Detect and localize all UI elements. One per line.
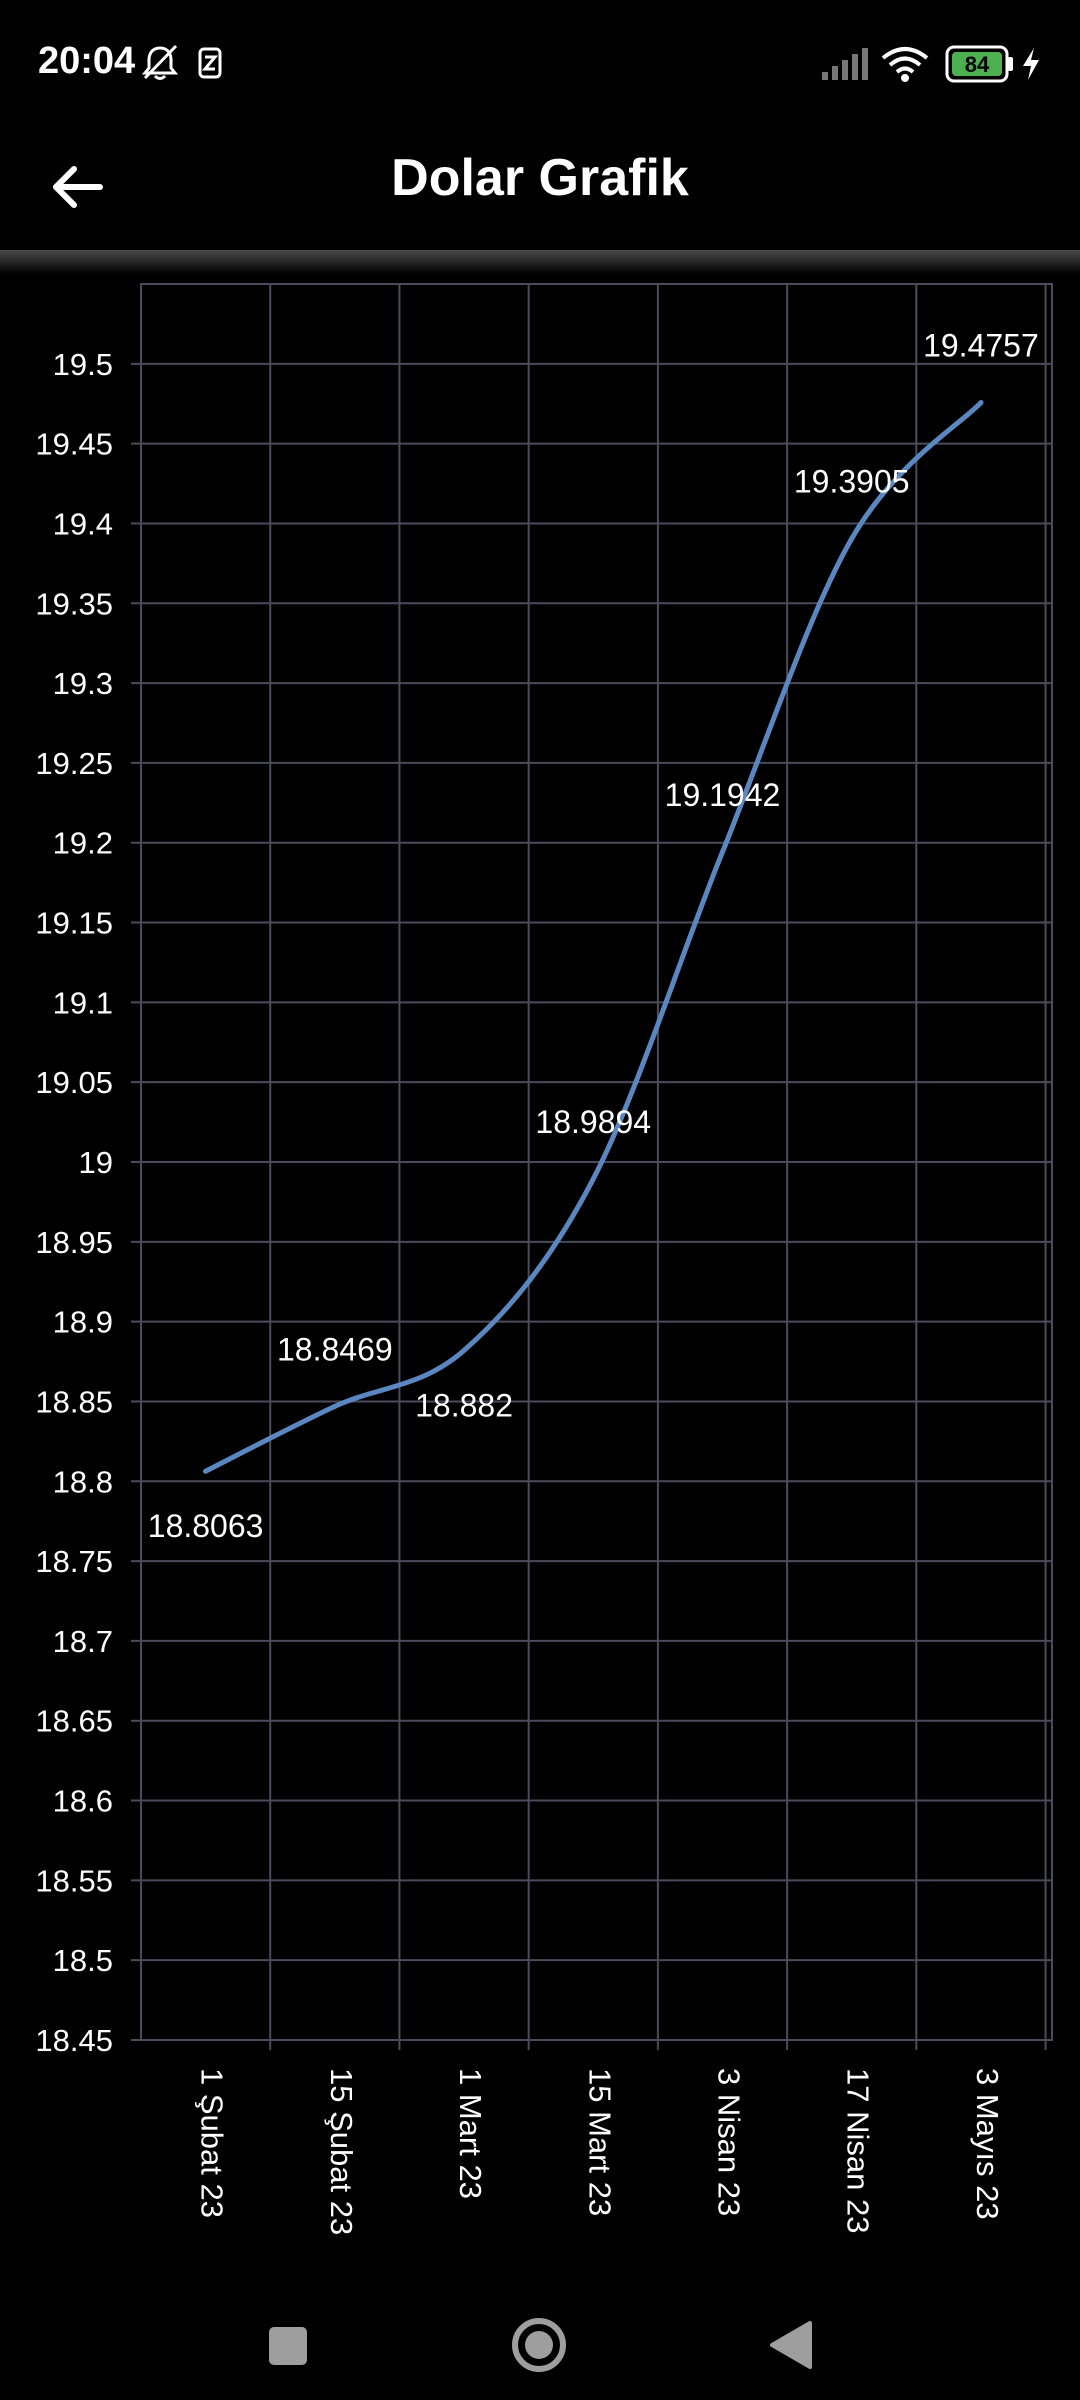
chart-ticks: 19.5 19.45 19.4 19.35 19.3 19.25 19.2 19.15 19.1… [35,347,1005,2235]
data-point [332,1403,338,1409]
x-tick-label: 3 Mayıs 23 [970,2068,1005,2220]
y-tick-label: 19.3 [53,666,113,701]
dollar-line-chart: 19.5 19.45 19.4 19.35 19.3 19.25 19.2 19.15 19.1… [35,283,1053,2235]
bell-off-icon [141,44,179,80]
y-tick-label: 18.5 [53,1943,113,1978]
y-tick-label: 19.1 [53,985,113,1020]
x-tick-label: 15 Mart 23 [582,2068,617,2216]
y-tick-label: 18.8 [53,1464,113,1499]
app-bar-shadow [0,250,1080,274]
signal-icon [822,48,868,80]
navigation-bar [0,2280,1080,2400]
recents-button[interactable] [252,2310,322,2380]
y-tick-label: 18.55 [35,1863,113,1898]
data-point [719,849,725,855]
x-tick-label: 1 Mart 23 [453,2068,488,2199]
y-tick-label: 18.9 [53,1305,113,1340]
back-nav-button[interactable] [756,2310,826,2380]
wifi-icon [881,47,929,82]
data-label: 19.1942 [665,777,781,813]
x-tick-label: 15 Şubat 23 [324,2068,359,2235]
back-triangle-icon [770,2321,812,2369]
recents-square-icon [269,2327,307,2365]
x-tick-label: 1 Şubat 23 [195,2068,230,2218]
y-tick-label: 19.35 [35,586,113,621]
data-point [978,400,984,406]
y-tick-label: 18.7 [53,1624,113,1659]
data-point [461,1347,467,1353]
y-tick-label: 18.75 [35,1544,113,1579]
data-point [590,1176,596,1182]
y-tick-label: 19.5 [53,347,113,382]
data-label: 19.3905 [794,464,910,500]
app-bar: Dolar Grafik [0,130,1080,250]
y-tick-label: 19.15 [35,906,113,941]
data-label: 18.8469 [277,1331,393,1367]
y-tick-label: 19.2 [53,826,113,861]
y-tick-label: 18.65 [35,1704,113,1739]
battery-icon [945,45,1013,83]
x-tick-label: 17 Nisan 23 [841,2068,876,2233]
battery-level: 84 [964,52,990,77]
status-time: 20:04 [38,40,136,82]
y-tick-label: 19 [79,1145,113,1180]
data-label: 18.9894 [535,1104,651,1140]
data-point [203,1468,209,1474]
data-point [849,536,855,542]
notification-icon [198,47,222,79]
y-tick-label: 18.45 [35,2023,113,2058]
home-button[interactable] [504,2310,574,2380]
y-tick-label: 19.4 [53,506,113,541]
data-label: 18.882 [415,1387,513,1423]
chart-grid [131,283,1053,2050]
home-circle-icon [512,2318,566,2372]
series-line [203,400,984,1474]
status-bar: 20:04 84 [0,0,1080,130]
back-button[interactable] [40,150,114,224]
y-tick-label: 18.85 [35,1384,113,1419]
x-tick-label: 3 Nisan 23 [711,2068,746,2216]
y-tick-label: 19.25 [35,746,113,781]
y-tick-label: 19.45 [35,427,113,462]
y-tick-label: 19.05 [35,1065,113,1100]
data-label: 19.4757 [923,328,1039,364]
y-tick-label: 18.95 [35,1225,113,1260]
chart-series [203,400,984,1474]
data-label: 18.8063 [148,1508,264,1544]
page-title: Dolar Grafik [391,149,689,207]
charging-icon [1023,48,1039,80]
chart-data-labels: 18.8063 18.8469 18.882 18.9894 19.1942 19.390… [148,328,1039,1545]
y-tick-label: 18.6 [53,1784,113,1819]
arrow-left-icon [53,166,103,208]
